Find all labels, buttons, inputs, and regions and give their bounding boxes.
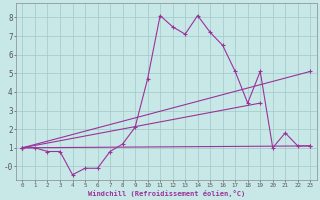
- X-axis label: Windchill (Refroidissement éolien,°C): Windchill (Refroidissement éolien,°C): [88, 190, 245, 197]
